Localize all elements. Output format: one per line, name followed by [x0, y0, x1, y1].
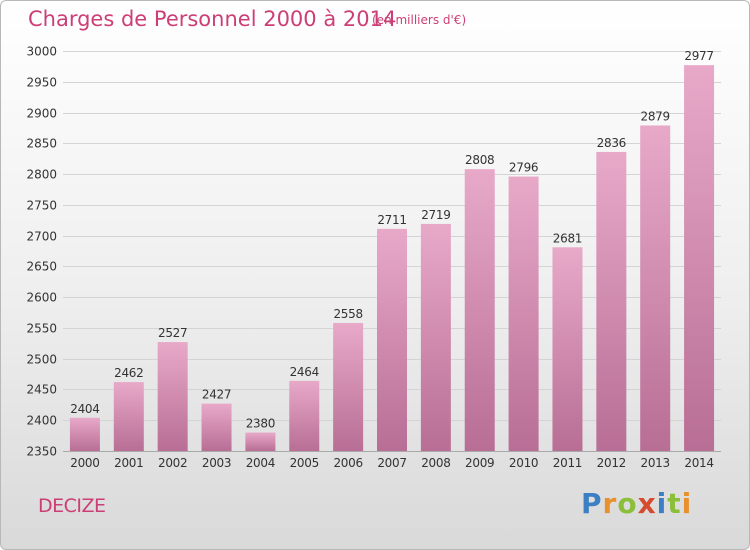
- x-tick-label: 2007: [377, 456, 406, 470]
- bar-2007: [377, 228, 407, 451]
- y-tick-label: 2350: [26, 445, 57, 459]
- data-label: 2380: [246, 417, 275, 431]
- x-tick-label: 2005: [290, 456, 319, 470]
- x-tick-label: 2010: [509, 456, 538, 470]
- y-tick-label: 2950: [26, 76, 57, 90]
- bar-2013: [640, 125, 671, 451]
- x-tick-label: 2004: [246, 456, 275, 470]
- logo-letter: i: [656, 487, 668, 520]
- chart-subtitle: (en milliers d'€): [372, 13, 467, 27]
- x-tick-label: 2001: [114, 456, 143, 470]
- data-label: 2711: [377, 213, 406, 227]
- data-label: 2879: [641, 109, 670, 123]
- y-tick-label: 2750: [26, 199, 57, 213]
- bar-2008: [420, 223, 451, 451]
- bars: [69, 65, 715, 452]
- x-tick-label: 2009: [465, 456, 494, 470]
- y-tick-label: 2500: [26, 353, 57, 367]
- y-axis-ticks: 2350 2400 2450 2500 2550 2600 2650 2700 2750 2800…: [26, 45, 57, 459]
- y-tick-label: 2850: [26, 137, 57, 151]
- bar-2003: [201, 403, 232, 451]
- x-tick-label: 2014: [684, 456, 713, 470]
- y-tick-label: 2450: [26, 383, 57, 397]
- y-tick-label: 2900: [26, 107, 57, 121]
- logo-letter: r: [602, 487, 618, 520]
- x-tick-label: 2012: [597, 456, 626, 470]
- bar-2000: [69, 417, 100, 451]
- y-tick-label: 2650: [26, 260, 57, 274]
- proxiti-logo: Proxiti: [581, 487, 692, 520]
- bar-2006: [333, 323, 364, 451]
- place-name: DECIZE: [38, 495, 106, 517]
- x-tick-label: 2013: [641, 456, 670, 470]
- logo-letter: x: [637, 487, 657, 520]
- x-tick-label: 2008: [421, 456, 450, 470]
- y-tick-label: 2550: [26, 322, 57, 336]
- logo-letter: t: [667, 487, 682, 520]
- data-label: 2977: [684, 49, 713, 63]
- logo-letter: i: [681, 487, 693, 520]
- bar-2009: [464, 169, 495, 451]
- bar-2002: [157, 342, 188, 451]
- data-label: 2558: [333, 307, 362, 321]
- y-tick-label: 2700: [26, 230, 57, 244]
- logo-letter: P: [581, 487, 603, 520]
- x-axis-ticks: 2000 2001 2002 2003 2004 2005 2006 2007 2008 2009…: [70, 456, 714, 470]
- y-tick-label: 3000: [26, 45, 57, 59]
- data-label: 2464: [290, 365, 319, 379]
- data-label: 2836: [597, 136, 626, 150]
- data-label: 2404: [70, 402, 99, 416]
- logo-letter: o: [617, 487, 638, 520]
- bar-2011: [552, 247, 583, 451]
- data-label: 2681: [553, 231, 582, 245]
- data-label: 2808: [465, 153, 494, 167]
- chart-title: Charges de Personnel 2000 à 2014: [28, 7, 397, 31]
- x-tick-label: 2002: [158, 456, 187, 470]
- bar-2004: [245, 432, 276, 451]
- y-tick-label: 2400: [26, 414, 57, 428]
- y-tick-label: 2600: [26, 291, 57, 305]
- bar-2005: [289, 380, 320, 451]
- x-tick-label: 2006: [333, 456, 362, 470]
- bar-2012: [596, 151, 627, 451]
- data-label: 2796: [509, 161, 538, 175]
- x-tick-label: 2000: [70, 456, 99, 470]
- x-tick-label: 2011: [553, 456, 582, 470]
- data-label: 2462: [114, 366, 143, 380]
- data-label: 2527: [158, 326, 187, 340]
- data-label: 2427: [202, 388, 231, 402]
- y-tick-label: 2800: [26, 168, 57, 182]
- data-label: 2719: [421, 208, 450, 222]
- data-labels: 2404 2462 2527 2427 2380 2464 2558 2711 2719 2808…: [70, 49, 714, 431]
- x-tick-label: 2003: [202, 456, 231, 470]
- bar-2001: [113, 382, 144, 451]
- bar-2014: [684, 65, 715, 452]
- bar-2010: [508, 176, 539, 452]
